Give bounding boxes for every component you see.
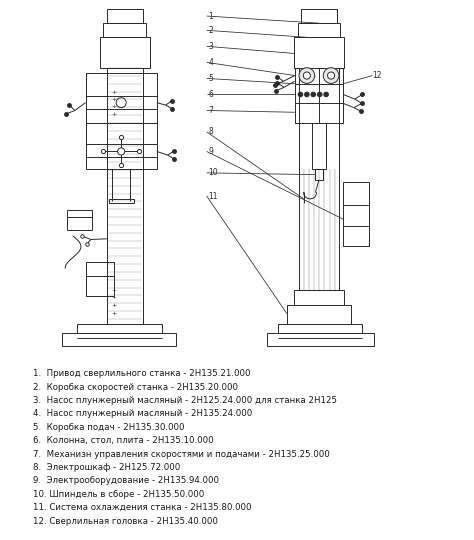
Bar	[300, 68, 338, 291]
Bar	[298, 23, 340, 37]
Bar	[294, 37, 344, 68]
Text: 1: 1	[209, 11, 213, 21]
Text: 7.  Механизн управления скоростями и подачами - 2Н135.25.000: 7. Механизн управления скоростями и пода…	[33, 450, 330, 458]
Text: 8: 8	[209, 127, 213, 137]
Text: +: +	[111, 311, 117, 316]
Circle shape	[118, 148, 125, 155]
Text: 4: 4	[209, 58, 213, 67]
Bar	[100, 37, 150, 68]
Bar	[315, 169, 323, 180]
Circle shape	[324, 92, 328, 97]
Text: 8.  Электрошкаф - 2Н125.72.000: 8. Электрошкаф - 2Н125.72.000	[33, 463, 181, 472]
Bar	[287, 305, 351, 325]
Text: 12: 12	[373, 71, 382, 80]
Text: 10. Шпиндель в сборе - 2Н135.50.000: 10. Шпиндель в сборе - 2Н135.50.000	[33, 490, 204, 499]
Text: 2.  Коробка скоростей станка - 2Н135.20.000: 2. Коробка скоростей станка - 2Н135.20.0…	[33, 383, 238, 391]
Bar	[312, 123, 326, 169]
Bar	[77, 325, 162, 333]
Text: 3: 3	[209, 42, 213, 51]
Text: +: +	[111, 90, 117, 95]
Bar	[63, 333, 176, 346]
Bar	[85, 262, 114, 296]
Text: 5.  Коробка подач - 2Н135.30.000: 5. Коробка подач - 2Н135.30.000	[33, 423, 185, 432]
Text: 1.  Привод сверлильного станка - 2Н135.21.000: 1. Привод сверлильного станка - 2Н135.21…	[33, 369, 251, 378]
Text: 4.  Насос плунжерный масляный - 2Н135.24.000: 4. Насос плунжерный масляный - 2Н135.24.…	[33, 409, 253, 418]
Bar	[267, 333, 374, 346]
Text: 6: 6	[209, 90, 213, 99]
Text: 12. Сверлильная головка - 2Н135.40.000: 12. Сверлильная головка - 2Н135.40.000	[33, 517, 218, 525]
Circle shape	[303, 72, 310, 79]
Text: 6.  Колонна, стол, плита - 2Н135.10.000: 6. Колонна, стол, плита - 2Н135.10.000	[33, 436, 214, 446]
Bar	[301, 9, 337, 23]
Text: 3.  Насос плунжерный масляный - 2Н125.24.000 для станка 2Н125: 3. Насос плунжерный масляный - 2Н125.24.…	[33, 396, 337, 405]
Bar	[85, 73, 157, 123]
Text: +: +	[111, 295, 117, 300]
Bar	[295, 68, 343, 123]
Bar	[67, 210, 91, 218]
Text: +: +	[111, 288, 117, 293]
Text: 2: 2	[209, 26, 213, 35]
Bar	[278, 325, 362, 333]
Bar	[294, 291, 344, 305]
Text: 11: 11	[209, 192, 218, 200]
Circle shape	[328, 72, 335, 79]
Text: +: +	[111, 97, 117, 102]
Circle shape	[304, 92, 309, 97]
Circle shape	[299, 68, 315, 83]
Bar	[85, 123, 157, 169]
Circle shape	[323, 68, 339, 83]
Text: 9: 9	[209, 147, 213, 156]
Circle shape	[298, 92, 303, 97]
Bar	[107, 68, 143, 325]
Text: 11. Система охлаждения станка - 2Н135.80.000: 11. Система охлаждения станка - 2Н135.80…	[33, 503, 252, 512]
Text: +: +	[111, 112, 117, 117]
Circle shape	[311, 92, 316, 97]
Bar	[109, 199, 134, 203]
Circle shape	[318, 92, 322, 97]
Text: 5: 5	[209, 74, 213, 83]
Bar	[103, 23, 146, 37]
Text: 10: 10	[209, 168, 218, 177]
Bar	[343, 182, 369, 246]
Bar	[107, 9, 143, 23]
Text: 7: 7	[209, 106, 213, 115]
Text: +: +	[111, 104, 117, 110]
Text: +: +	[111, 303, 117, 308]
Text: 9.  Электрооборудование - 2Н135.94.000: 9. Электрооборудование - 2Н135.94.000	[33, 476, 219, 485]
